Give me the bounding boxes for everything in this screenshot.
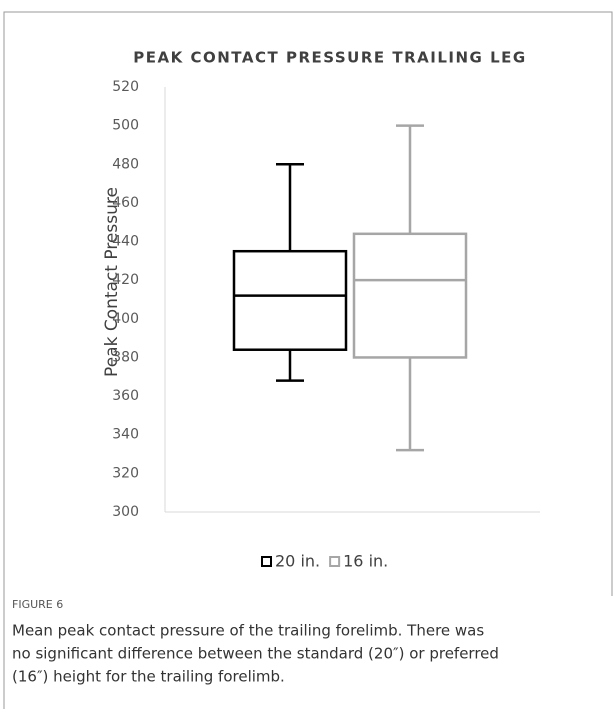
caption-line: (16″) height for the trailing forelimb. [12, 668, 285, 686]
y-axis-label: Peak Contact Pressure [102, 187, 122, 377]
caption-line: no significant difference between the st… [12, 645, 499, 663]
frame [3, 11, 613, 709]
y-tick-label: 520 [112, 79, 139, 95]
y-tick-label: 440 [112, 234, 139, 250]
legend-swatch [261, 556, 272, 567]
legend-swatch [329, 556, 341, 567]
y-tick-label: 480 [112, 156, 139, 172]
figure-label: FIGURE 6 [12, 598, 63, 611]
box [232, 249, 348, 351]
chart-title: PEAK CONTACT PRESSURE TRAILING LEG [133, 49, 526, 67]
y-tick-label: 340 [112, 427, 139, 443]
caption-line: Mean peak contact pressure of the traili… [12, 622, 484, 640]
y-tick-label: 400 [112, 311, 139, 327]
y-tick-label: 320 [112, 465, 139, 481]
y-tick-label: 420 [112, 272, 139, 288]
y-tick-label: 380 [112, 349, 139, 365]
y-tick-label: 300 [112, 504, 139, 520]
legend-label: 16 in. [343, 552, 388, 571]
y-tick-label: 460 [112, 195, 139, 211]
legend-label: 20 in. [275, 552, 320, 571]
box [352, 232, 468, 359]
y-tick-label: 360 [112, 388, 139, 404]
y-tick-label: 500 [112, 118, 139, 134]
